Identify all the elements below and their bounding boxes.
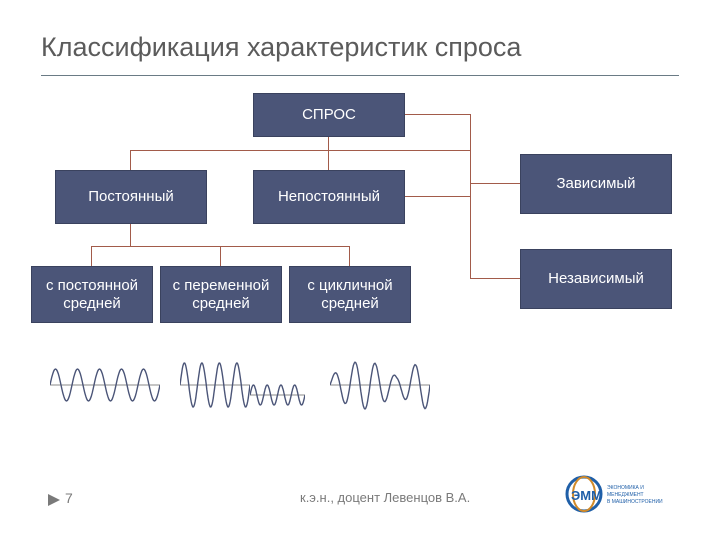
node-c2: с переменной средней (160, 266, 282, 323)
conn-to-indep (470, 278, 520, 279)
conn-root-down (328, 135, 329, 170)
node-root: СПРОС (253, 93, 405, 137)
conn-root-right (403, 114, 470, 115)
node-var: Непостоянный (253, 170, 405, 224)
wave-cyclic-mean (330, 345, 430, 425)
logo-emm: ЭММ ЭКОНОМИКА И МЕНЕДЖМЕНТ В МАШИНОСТРОЕ… (565, 475, 675, 518)
wave-variable-mean-a (180, 350, 250, 420)
conn-to-const (130, 150, 131, 170)
node-dep: Зависимый (520, 154, 672, 214)
footer-author: к.э.н., доцент Левенцов В.А. (300, 490, 470, 505)
page-number: 7 (65, 490, 73, 506)
node-c1: с постоянной средней (31, 266, 153, 323)
node-c3: с цикличной средней (289, 266, 411, 323)
slide: Классификация характеристик спроса СПРОС… (0, 0, 720, 540)
wave-variable-mean-b (250, 370, 305, 420)
svg-text:ЭКОНОМИКА И: ЭКОНОМИКА И (607, 485, 644, 491)
title-underline (41, 75, 679, 76)
conn-var-right (403, 196, 470, 197)
page-arrow-icon (48, 493, 60, 511)
svg-text:В МАШИНОСТРОЕНИИ: В МАШИНОСТРОЕНИИ (607, 499, 663, 505)
conn-to-c1 (91, 246, 92, 266)
svg-text:ЭММ: ЭММ (571, 488, 602, 503)
conn-to-dep (470, 183, 520, 184)
conn-root-h1 (130, 150, 470, 151)
node-const: Постоянный (55, 170, 207, 224)
slide-title: Классификация характеристик спроса (41, 32, 521, 63)
conn-to-c3 (349, 246, 350, 266)
conn-const-down (130, 222, 131, 246)
conn-right-v (470, 114, 471, 278)
conn-to-c2 (220, 246, 221, 266)
svg-text:МЕНЕДЖМЕНТ: МЕНЕДЖМЕНТ (607, 492, 644, 498)
node-indep: Независимый (520, 249, 672, 309)
wave-constant-mean (50, 350, 160, 420)
